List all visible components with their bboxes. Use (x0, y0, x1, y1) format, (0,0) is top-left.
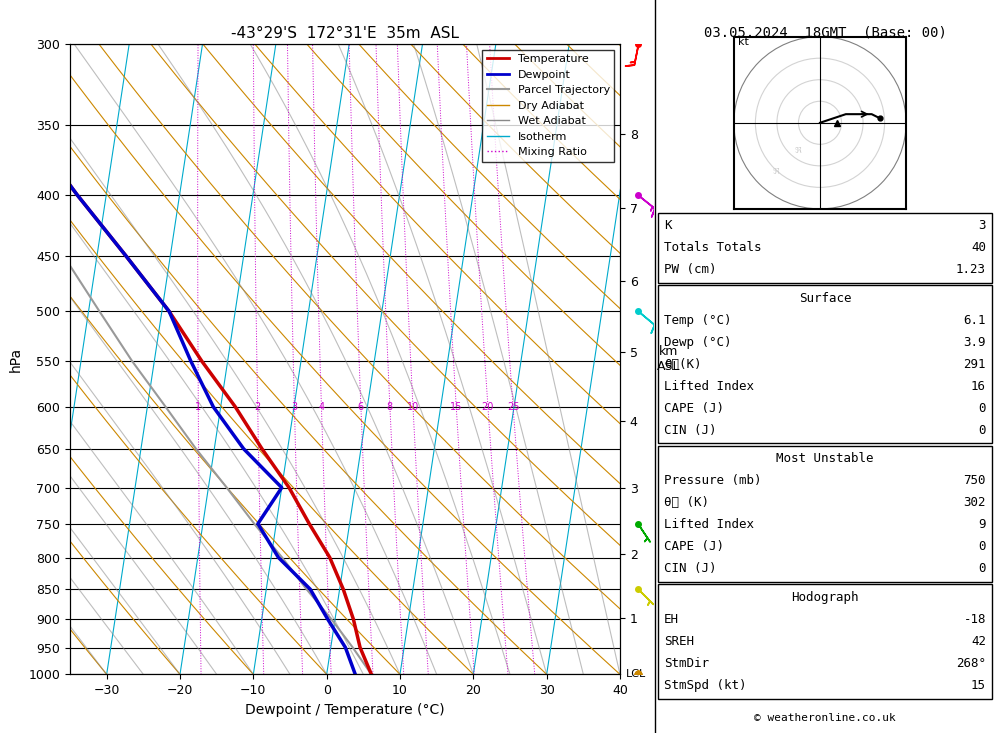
Text: 0: 0 (978, 562, 986, 575)
Text: 302: 302 (964, 496, 986, 509)
Text: Pressure (mb): Pressure (mb) (664, 474, 762, 487)
Text: 6.1: 6.1 (964, 314, 986, 327)
Text: StmSpd (kt): StmSpd (kt) (664, 679, 746, 692)
Legend: Temperature, Dewpoint, Parcel Trajectory, Dry Adiabat, Wet Adiabat, Isotherm, Mi: Temperature, Dewpoint, Parcel Trajectory… (482, 50, 614, 162)
Text: Surface: Surface (799, 292, 851, 305)
Text: Lifted Index: Lifted Index (664, 518, 754, 531)
Text: 15: 15 (450, 402, 462, 412)
Text: 3.9: 3.9 (964, 336, 986, 349)
Text: Lifted Index: Lifted Index (664, 380, 754, 393)
Text: 3: 3 (978, 219, 986, 232)
Text: 0: 0 (978, 424, 986, 437)
Text: PW (cm): PW (cm) (664, 263, 716, 276)
Text: CAPE (J): CAPE (J) (664, 402, 724, 415)
Text: EH: EH (664, 613, 679, 626)
Text: SREH: SREH (664, 635, 694, 648)
Text: ℜ: ℜ (794, 146, 801, 155)
Text: θᴇ(K): θᴇ(K) (664, 358, 702, 371)
Text: 291: 291 (964, 358, 986, 371)
Text: 03.05.2024  18GMT  (Base: 00): 03.05.2024 18GMT (Base: 00) (704, 26, 946, 40)
Text: 3: 3 (291, 402, 297, 412)
Text: 0: 0 (978, 540, 986, 553)
Text: K: K (664, 219, 672, 232)
Text: kt: kt (738, 37, 749, 47)
Text: CIN (J): CIN (J) (664, 424, 716, 437)
Text: Totals Totals: Totals Totals (664, 241, 762, 254)
Text: 268°: 268° (956, 657, 986, 670)
Text: 6: 6 (358, 402, 364, 412)
Text: 40: 40 (971, 241, 986, 254)
Text: LCL: LCL (626, 669, 646, 679)
Y-axis label: hPa: hPa (9, 347, 23, 372)
Text: Dewp (°C): Dewp (°C) (664, 336, 732, 349)
Text: 1: 1 (195, 402, 201, 412)
Text: -18: -18 (964, 613, 986, 626)
Text: Hodograph: Hodograph (791, 591, 859, 604)
X-axis label: Dewpoint / Temperature (°C): Dewpoint / Temperature (°C) (245, 703, 445, 717)
Text: θᴇ (K): θᴇ (K) (664, 496, 709, 509)
Text: 9: 9 (978, 518, 986, 531)
Text: 750: 750 (964, 474, 986, 487)
Text: CAPE (J): CAPE (J) (664, 540, 724, 553)
Text: CIN (J): CIN (J) (664, 562, 716, 575)
Text: StmDir: StmDir (664, 657, 709, 670)
Text: 42: 42 (971, 635, 986, 648)
Text: 4: 4 (318, 402, 324, 412)
Text: 10: 10 (407, 402, 419, 412)
Text: 15: 15 (971, 679, 986, 692)
Text: 2: 2 (255, 402, 261, 412)
Y-axis label: km
ASL: km ASL (657, 345, 680, 373)
Text: 20: 20 (482, 402, 494, 412)
Text: © weatheronline.co.uk: © weatheronline.co.uk (754, 713, 896, 723)
Text: Most Unstable: Most Unstable (776, 452, 874, 465)
Text: 0: 0 (978, 402, 986, 415)
Text: 16: 16 (971, 380, 986, 393)
Text: ℜ: ℜ (773, 167, 780, 177)
Text: 8: 8 (387, 402, 393, 412)
Title: -43°29'S  172°31'E  35m  ASL: -43°29'S 172°31'E 35m ASL (231, 26, 459, 42)
Text: Temp (°C): Temp (°C) (664, 314, 732, 327)
Text: 1.23: 1.23 (956, 263, 986, 276)
Text: 25: 25 (507, 402, 519, 412)
